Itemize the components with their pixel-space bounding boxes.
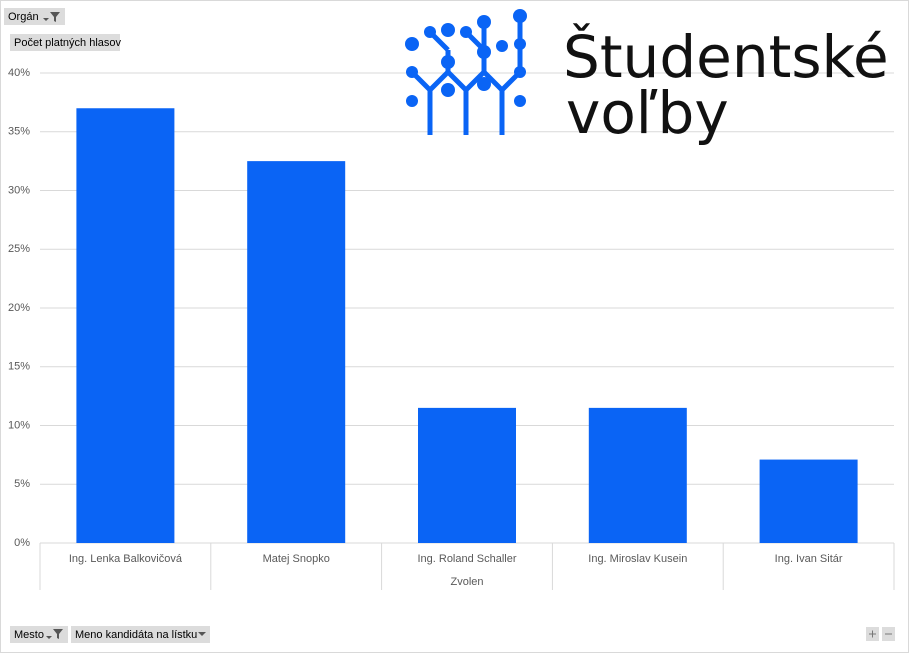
filter-label: Orgán [8, 11, 39, 23]
logo-text: voľby [566, 79, 729, 147]
bar [759, 459, 858, 543]
filter-button[interactable]: Orgán [4, 8, 65, 25]
y-tick-label: 25% [8, 243, 30, 255]
axis-field-button[interactable]: Mesto [10, 626, 68, 643]
value-field-label: Počet platných hlasov [14, 37, 122, 49]
zoom-buttons[interactable] [866, 627, 895, 641]
logo: Študentské voľby [405, 9, 889, 147]
logo-text: Študentské [563, 22, 889, 91]
y-tick-label: 10% [8, 419, 30, 431]
bar [247, 161, 346, 543]
axis-field-button[interactable]: Meno kandidáta na lístku [71, 626, 210, 643]
y-tick-label: 30% [8, 184, 30, 196]
value-field-button[interactable]: Počet platných hlasov [10, 34, 122, 51]
bar [418, 407, 516, 543]
y-tick-label: 20% [8, 302, 30, 314]
x-tick-label: Ing. Lenka Balkovičová [69, 553, 183, 565]
y-tick-label: 5% [14, 478, 30, 490]
y-tick-label: 15% [8, 361, 30, 373]
axis-field-label: Meno kandidáta na lístku [75, 629, 197, 641]
y-tick-label: 40% [8, 67, 30, 79]
x-tick-label: Ing. Miroslav Kusein [588, 553, 687, 565]
y-tick-label: 0% [14, 537, 30, 549]
x-tick-label: Matej Snopko [263, 553, 330, 565]
x-tick-label: Ing. Roland Schaller [417, 553, 516, 565]
axis-field-label: Mesto [14, 629, 44, 641]
y-tick-label: 35% [8, 126, 30, 138]
x-tick-label: Ing. Ivan Sitár [775, 553, 843, 565]
x-group-label: Zvolen [450, 576, 483, 588]
bar [76, 108, 175, 543]
bar [588, 407, 687, 543]
